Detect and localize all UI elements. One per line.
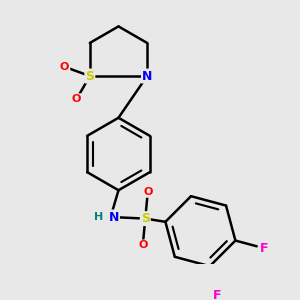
Text: S: S bbox=[85, 70, 94, 83]
Text: O: O bbox=[72, 94, 81, 104]
Text: N: N bbox=[109, 211, 119, 224]
Text: F: F bbox=[260, 242, 269, 255]
Text: O: O bbox=[60, 62, 69, 72]
Text: O: O bbox=[143, 187, 152, 197]
Text: O: O bbox=[138, 240, 147, 250]
Text: S: S bbox=[141, 212, 150, 225]
Text: N: N bbox=[142, 70, 152, 83]
Text: H: H bbox=[94, 212, 103, 222]
Text: F: F bbox=[213, 289, 222, 300]
